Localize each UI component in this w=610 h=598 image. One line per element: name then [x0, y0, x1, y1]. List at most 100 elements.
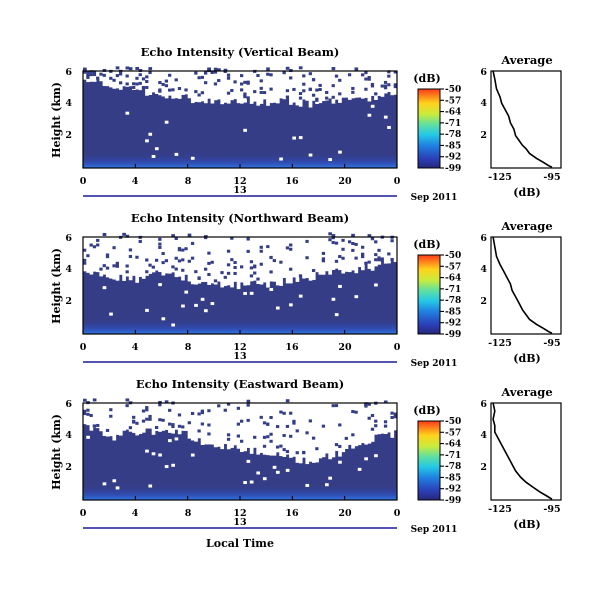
echo-cell	[230, 88, 234, 92]
x-tick: 0	[80, 176, 87, 187]
no-data-cell	[236, 403, 241, 449]
no-data-cell	[171, 237, 175, 273]
echo-cell	[158, 418, 162, 422]
no-data-cell	[171, 71, 175, 99]
x-tick: 4	[132, 508, 139, 519]
no-data-cell	[298, 71, 303, 107]
no-data-cell	[177, 237, 182, 277]
no-data-cell	[393, 71, 398, 95]
echo-cell	[197, 429, 202, 433]
no-data-cell	[374, 403, 378, 435]
no-data-cell	[334, 313, 339, 317]
echo-cell	[383, 80, 388, 84]
echo-cell	[328, 238, 332, 242]
no-data-cell	[197, 71, 202, 103]
no-data-cell	[328, 476, 332, 480]
no-data-cell	[334, 71, 339, 100]
no-data-cell	[158, 283, 162, 287]
echo-cell	[311, 436, 316, 440]
no-data-cell	[204, 71, 208, 104]
no-data-cell	[390, 71, 395, 96]
echo-cell	[102, 264, 107, 268]
echo-cell	[383, 84, 388, 88]
no-data-cell	[341, 71, 346, 98]
no-data-cell	[154, 403, 159, 431]
no-data-cell	[109, 237, 113, 279]
echo-cell	[105, 255, 110, 259]
echo-cell	[99, 72, 104, 76]
no-data-cell	[128, 403, 133, 432]
echo-cell	[132, 82, 136, 86]
echo-cell	[168, 73, 172, 77]
echo-cell	[393, 414, 398, 418]
no-data-cell	[387, 125, 391, 129]
echo-cell	[387, 70, 391, 74]
echo-cell	[351, 233, 355, 237]
no-data-cell	[230, 71, 234, 101]
echo-cell	[226, 73, 231, 77]
colorbar-tick-label: -85	[445, 473, 461, 483]
echo-cell	[236, 422, 241, 426]
echo-cell	[387, 83, 391, 87]
no-data-cell	[269, 237, 274, 282]
no-data-cell	[105, 71, 110, 87]
no-data-cell	[279, 403, 283, 457]
no-data-cell	[96, 237, 100, 273]
echo-cell	[364, 87, 368, 91]
y-tick-6: 6	[65, 233, 72, 244]
echo-cell	[331, 234, 336, 238]
echo-cell	[184, 88, 189, 92]
echo-cell	[158, 403, 162, 407]
echo-cell	[331, 95, 336, 99]
no-data-cell	[240, 403, 244, 453]
echo-cell	[226, 91, 231, 95]
echo-cell	[184, 247, 189, 251]
no-data-cell	[145, 139, 149, 143]
x-tick: 20	[338, 176, 352, 187]
echo-cell	[197, 76, 202, 80]
echo-cell	[125, 234, 130, 238]
echo-cell	[236, 434, 241, 438]
avg-frame	[490, 402, 562, 501]
heatmap-vertical	[82, 66, 398, 168]
echo-cell	[315, 98, 319, 102]
no-data-cell	[262, 71, 267, 100]
no-data-cell	[187, 237, 192, 282]
no-data-cell	[92, 403, 97, 428]
avg-x-label: (dB)	[513, 186, 540, 199]
echo-cell	[305, 431, 310, 435]
echo-cell	[125, 264, 130, 268]
no-data-cell	[298, 237, 303, 277]
echo-cell	[161, 261, 166, 265]
echo-cell	[148, 263, 153, 267]
echo-cell	[321, 251, 326, 255]
colorbar-tick-label: -50	[445, 85, 461, 95]
echo-cell	[102, 232, 107, 236]
echo-cell	[243, 80, 247, 84]
echo-cell	[377, 258, 382, 262]
no-data-cell	[387, 71, 391, 92]
echo-cell	[223, 275, 228, 279]
no-data-cell	[148, 237, 153, 274]
echo-cell	[125, 270, 130, 274]
echo-cell	[213, 82, 218, 86]
no-data-cell	[377, 403, 382, 435]
echo-cell	[230, 258, 234, 262]
echo-cell	[246, 249, 251, 253]
echo-cell	[96, 243, 100, 247]
colorbar-tick-label: -64	[445, 108, 461, 118]
echo-cell	[269, 87, 274, 91]
echo-cell	[315, 447, 319, 451]
x-ticks: 0 4 8 12 16 20 0	[80, 176, 401, 187]
echo-cell	[233, 261, 238, 265]
echo-cell	[145, 417, 149, 421]
echo-cell	[289, 76, 293, 80]
echo-cell	[262, 421, 267, 425]
echo-cell	[282, 71, 287, 75]
echo-cell	[92, 424, 97, 428]
echo-cell	[109, 76, 113, 80]
average-profile-line	[492, 70, 553, 168]
echo-cell	[187, 421, 192, 425]
echo-cell	[364, 403, 368, 407]
y-axis-label: Height (km)	[50, 248, 63, 324]
